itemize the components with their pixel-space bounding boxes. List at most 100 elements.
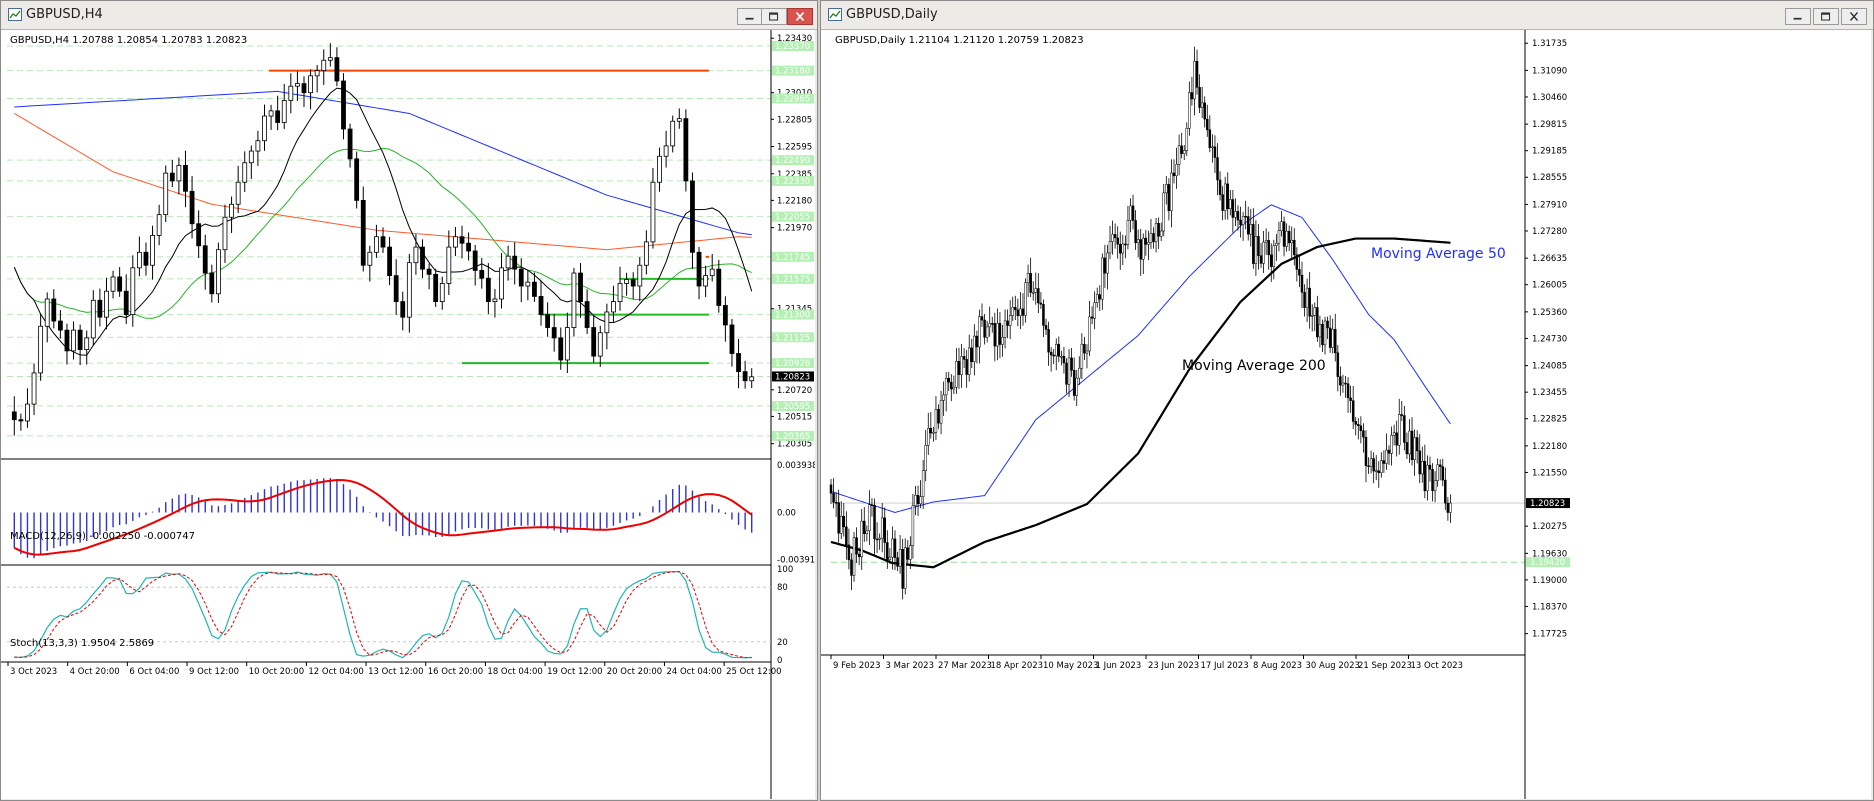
candle-body <box>1083 343 1086 354</box>
price-label-box <box>1526 557 1570 568</box>
candle-body <box>919 496 922 505</box>
candle-body <box>703 275 709 287</box>
maximize-button[interactable] <box>1813 8 1839 25</box>
candle-body <box>1336 352 1340 377</box>
candle-body <box>1072 370 1076 396</box>
candle-body <box>295 83 300 87</box>
candle-body <box>387 246 392 277</box>
candle-body <box>842 515 846 528</box>
candle-body <box>281 100 287 123</box>
candle-body <box>551 327 557 339</box>
price-label-text: 1.21575 <box>775 275 810 285</box>
maximize-button[interactable] <box>761 8 787 25</box>
candle-body <box>1436 464 1439 481</box>
candle-body <box>1075 377 1078 396</box>
x-tick-label: 30 Aug 2023 <box>1306 661 1360 671</box>
price-label-box <box>772 65 814 76</box>
candle-body <box>1195 60 1199 88</box>
chart-header: GBPUSD,Daily 1.21104 1.21120 1.20759 1.2… <box>835 35 1084 46</box>
x-tick-label: 21 Sep 2023 <box>1358 661 1412 671</box>
candle-body <box>1024 282 1027 316</box>
candle-body <box>1106 252 1109 274</box>
price-label-text: 1.22490 <box>775 156 810 166</box>
candle-body <box>1300 274 1304 293</box>
candle-body <box>558 337 564 361</box>
candle-body <box>967 347 971 375</box>
candle-body <box>663 145 669 157</box>
candle-body <box>1026 273 1030 283</box>
candle-body <box>980 316 984 321</box>
candle-body <box>1111 234 1114 242</box>
close-button[interactable] <box>1841 8 1867 25</box>
x-tick-label: 18 Apr 2023 <box>991 661 1044 671</box>
candle-body <box>1172 172 1176 177</box>
candle-body <box>1318 323 1322 338</box>
candle-body <box>1016 309 1020 316</box>
candle-body <box>1047 329 1050 353</box>
candle-body <box>1257 236 1260 256</box>
candle-body <box>1085 350 1089 354</box>
candle-body <box>957 361 961 375</box>
x-tick-label: 10 Oct 20:00 <box>249 667 304 677</box>
candle-body <box>983 319 986 338</box>
candle-body <box>1037 288 1040 304</box>
candle-body <box>1313 307 1317 316</box>
candle-body <box>942 394 945 401</box>
candle-body <box>1157 223 1160 237</box>
candle-body <box>1044 325 1048 330</box>
candle-body <box>321 59 327 72</box>
candle-body <box>837 502 840 534</box>
close-button[interactable] <box>787 8 813 25</box>
price-label-box <box>772 93 814 104</box>
macd-tick-label: 0.003938 <box>777 461 815 471</box>
candle-body <box>1185 128 1189 151</box>
stoch-tick-label: 80 <box>777 583 788 593</box>
candle-body <box>1006 320 1009 326</box>
candle-body <box>1364 436 1368 466</box>
candle-body <box>71 329 76 352</box>
candle-body <box>110 276 116 292</box>
candle-body <box>492 298 498 302</box>
title-bar[interactable]: GBPUSD,H4 <box>1 1 817 30</box>
candle-body <box>1226 183 1229 209</box>
candle-body <box>1359 425 1363 431</box>
y-tick-label: 1.24085 <box>1532 362 1567 372</box>
y-tick-label: 1.28555 <box>1532 173 1567 183</box>
candle-body <box>1070 357 1073 371</box>
candle-body <box>1405 442 1409 455</box>
y-tick-label: 1.17725 <box>1532 630 1567 640</box>
candle-body <box>1421 461 1424 475</box>
x-tick-label: 19 Oct 12:00 <box>547 667 602 677</box>
candle-body <box>354 158 360 201</box>
candle-body <box>1339 376 1342 386</box>
candle-body <box>1244 215 1247 218</box>
candle-body <box>1321 323 1324 346</box>
h4-chart[interactable]: 1.234301.230101.228051.225951.223851.221… <box>1 30 815 799</box>
candle-body <box>1065 362 1068 385</box>
price-label-text: 1.20926 <box>775 359 810 369</box>
minimize-button[interactable] <box>1785 8 1811 25</box>
daily-chart[interactable]: 1.31735 1.31090 1.30460 1.29815 1.29185 1.285… <box>821 30 1871 799</box>
candle-body <box>1446 502 1450 513</box>
title-bar[interactable]: GBPUSD,Daily <box>821 1 1873 30</box>
candle-body <box>965 359 968 375</box>
candle-body <box>690 180 695 253</box>
candle-body <box>624 279 630 284</box>
candle-body <box>1182 150 1186 154</box>
x-tick-label: 16 Oct 20:00 <box>428 667 483 677</box>
candle-body <box>985 326 989 338</box>
minimize-button[interactable] <box>737 8 763 25</box>
candle-body <box>255 140 261 152</box>
candle-body <box>868 504 871 532</box>
price-label-text: 1.20365 <box>775 432 810 442</box>
candle-body <box>1223 183 1227 211</box>
price-label-text: 1.22055 <box>775 213 810 223</box>
candle-body <box>334 57 340 82</box>
candle-body <box>459 236 465 244</box>
candle-body <box>1003 320 1007 338</box>
x-tick-label: 20 Oct 20:00 <box>607 667 662 677</box>
y-tick-label: 1.27280 <box>1532 227 1567 237</box>
candle-body <box>1449 502 1452 513</box>
ma50-label: Moving Average 50 <box>1371 246 1506 262</box>
candle-body <box>248 150 254 164</box>
